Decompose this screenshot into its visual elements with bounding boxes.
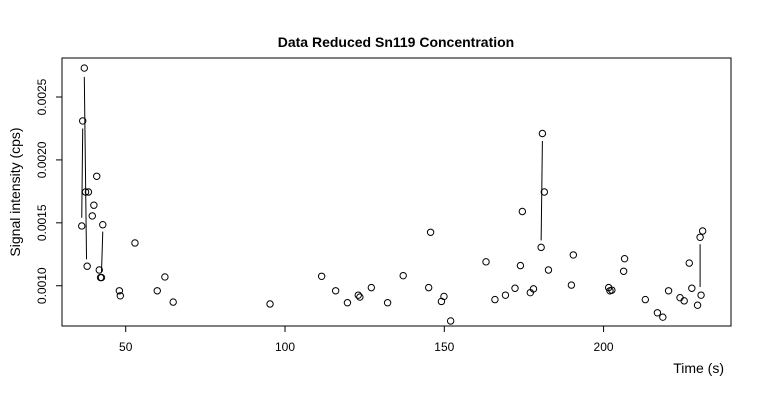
data-point — [518, 207, 527, 216]
connector-line — [83, 76, 88, 260]
plot-frame — [61, 57, 732, 327]
data-point — [620, 254, 629, 263]
data-point — [81, 188, 90, 196]
data-point — [446, 317, 455, 325]
data-point — [356, 293, 364, 301]
data-point — [169, 298, 177, 306]
data-point — [266, 300, 274, 308]
data-point — [97, 273, 106, 282]
connector-line — [81, 128, 84, 218]
data-point — [482, 258, 490, 266]
data-point — [88, 212, 96, 220]
y-tick-label: 0.0015 — [35, 204, 49, 241]
x-tick-label: 50 — [119, 340, 133, 354]
data-point — [619, 267, 628, 275]
x-axis: 50 100 150 200 — [119, 326, 614, 354]
data-point — [78, 222, 86, 230]
x-axis-label: Time (s) — [673, 360, 724, 376]
data-point — [80, 64, 89, 72]
data-point — [491, 295, 499, 304]
data-point — [659, 313, 667, 321]
connector-lines — [81, 76, 701, 287]
data-point — [383, 299, 392, 307]
y-tick-label: 0.0020 — [35, 141, 49, 178]
data-point — [95, 266, 103, 274]
data-point — [399, 271, 407, 280]
data-point — [79, 117, 87, 125]
data-point — [567, 281, 576, 289]
data-point — [697, 291, 705, 299]
data-point — [511, 284, 519, 292]
data-point — [538, 129, 547, 138]
data-points — [78, 64, 707, 325]
data-point — [516, 261, 525, 270]
data-point — [90, 201, 98, 209]
data-point — [696, 233, 704, 241]
data-point — [537, 243, 545, 252]
data-point — [343, 299, 352, 307]
data-point — [698, 227, 707, 235]
data-point — [331, 287, 340, 295]
y-tick-label: 0.0025 — [35, 78, 49, 115]
data-point — [688, 284, 696, 292]
data-point — [93, 172, 101, 180]
y-tick-label: 0.0010 — [35, 267, 49, 304]
data-point — [354, 291, 362, 299]
data-point — [641, 295, 650, 304]
data-point — [115, 287, 124, 295]
chart-title: Data Reduced Sn119 Concentration — [278, 34, 515, 50]
data-point — [501, 291, 510, 299]
data-point — [529, 285, 538, 293]
data-point — [161, 273, 169, 281]
data-point — [99, 221, 107, 229]
data-point — [317, 272, 326, 281]
y-axis: 0.0010 0.0015 0.0020 0.0025 — [35, 78, 62, 304]
data-point — [440, 292, 448, 301]
data-point — [424, 283, 433, 292]
data-point — [693, 301, 702, 309]
data-point — [544, 266, 553, 274]
data-point — [116, 292, 124, 300]
data-point — [680, 297, 688, 305]
connector-line — [101, 231, 104, 272]
x-tick-label: 200 — [594, 340, 614, 354]
data-point — [664, 287, 673, 295]
data-point — [685, 259, 693, 267]
data-point — [426, 228, 435, 236]
data-point — [540, 188, 549, 196]
x-tick-label: 150 — [434, 340, 454, 354]
data-point — [653, 309, 662, 317]
x-tick-label: 100 — [275, 340, 295, 354]
data-point — [367, 283, 376, 292]
data-point — [569, 251, 578, 259]
data-point — [131, 239, 139, 247]
data-point — [84, 188, 93, 196]
data-point — [608, 286, 616, 294]
y-axis-label: Signal intensity (cps) — [7, 127, 23, 256]
data-point — [83, 262, 91, 270]
data-point — [153, 287, 161, 295]
